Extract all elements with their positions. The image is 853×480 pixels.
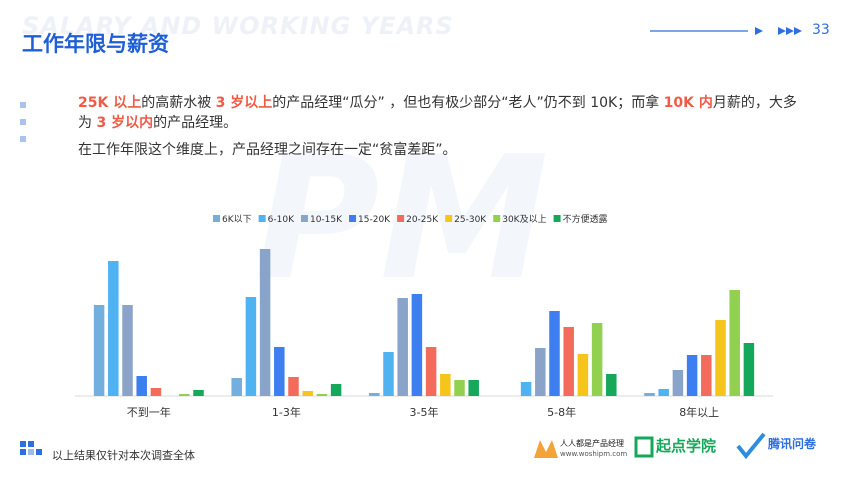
logo-icon [634,436,654,458]
legend-label: 15-20K [358,215,391,225]
decor-arrow [778,27,786,35]
page-number: 33 [812,22,830,38]
decor-square [28,449,34,455]
bar [231,378,242,396]
bar [274,347,285,396]
decor-arrow [755,27,763,35]
x-tick-label: 不到一年 [127,405,171,419]
legend-label: 20-25K [406,215,439,225]
bar [454,380,465,396]
text: 的产品经理“瓜分” ，但也有极少部分“老人”仍不到 10K；而拿 [272,95,664,111]
decor-square [20,441,26,447]
bar [440,374,451,396]
paragraph: 25K 以上的高薪水被 3 岁以上的产品经理“瓜分” ，但也有极少部分“老人”仍… [78,93,808,133]
legend-swatch [258,215,266,222]
decor-arrow [794,27,802,35]
bar [193,390,204,396]
logo-text: 腾讯问卷 [767,436,817,451]
logo-text: 人人都是产品经理 [560,438,624,448]
bar [369,393,380,396]
legend-swatch [213,215,220,222]
decor-square [20,119,26,125]
x-tick-label: 3-5年 [410,405,439,419]
highlight-text: 3 岁以内 [96,115,154,131]
bar [672,370,684,396]
footnote: 以上结果仅针对本次调查全体 [52,449,195,462]
legend-swatch [349,215,357,222]
highlight-text: 3 岁以上 [215,95,273,111]
bar [658,389,669,396]
legend-label: 30K及以上 [502,214,546,225]
logo-text: www.woshipm.com [560,450,627,458]
logo-icon [534,440,558,458]
slide-title: 工作年限与薪资 [22,32,169,56]
bar [411,294,423,396]
bar [715,320,726,396]
bar [108,261,119,396]
bar [686,355,698,396]
bar [150,388,162,396]
text: 月薪的，大多为 [78,95,797,131]
bar [644,393,655,396]
bar [330,384,342,396]
bar [288,377,299,396]
legend-swatch [397,215,405,222]
watermark: SALARY AND WORKING YEARS [22,12,454,40]
highlight-text: 25K 以上 [78,95,142,111]
bar [701,355,712,396]
legend-label: 6-10K [268,215,295,225]
bar [563,327,574,396]
bar [520,382,532,396]
bar [93,305,105,396]
logo-text: 起点学院 [655,437,716,455]
bar [259,249,271,396]
decor-square [36,449,42,455]
decor-arrow [786,27,794,35]
bar [245,297,257,396]
decor-square [28,441,34,447]
legend-label: 25-30K [454,215,487,225]
decor-square [20,136,26,142]
legend-label: 10-15K [310,215,343,225]
decor-square [20,449,26,455]
decor-square [20,102,26,108]
bar [468,380,479,396]
paragraph: 在工作年限这个维度上，产品经理之间存在一定“贫富差距”。 [78,142,457,158]
legend-label: 不方便透露 [563,213,608,225]
bar [302,391,313,396]
bar [425,347,437,396]
bar [136,376,147,396]
highlight-text: 10K 内 [663,95,713,111]
bar [729,290,740,396]
legend-swatch [300,215,308,222]
bar [591,323,603,396]
text: 的高薪水被 [141,95,216,111]
x-tick-label: 5-8年 [547,405,576,419]
bar [743,343,755,396]
legend-swatch [445,215,453,222]
bar [397,298,408,396]
legend-swatch [553,215,561,222]
bar [122,305,133,396]
bar [606,374,617,396]
bar [179,394,190,396]
bar [549,311,560,396]
bar [383,352,394,396]
text: 的产品经理。 [153,115,238,131]
bar [577,354,589,396]
x-tick-label: 8年以上 [679,405,719,419]
x-tick-label: 1-3年 [272,405,301,419]
bar [316,394,328,396]
legend-swatch [493,215,501,222]
logo-icon [736,432,766,460]
legend-label: 6K以下 [222,215,252,225]
bar [535,348,546,396]
